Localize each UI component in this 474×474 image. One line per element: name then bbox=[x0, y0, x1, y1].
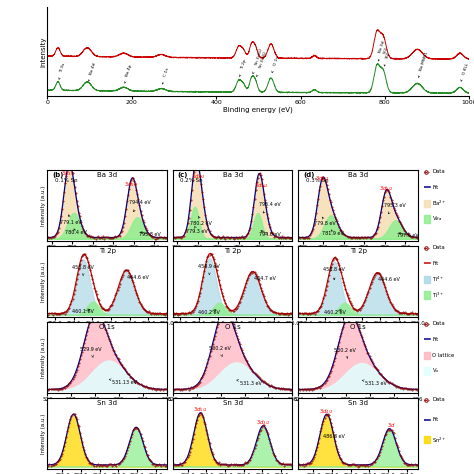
Text: Sn 3d$_{3/2}$: Sn 3d$_{3/2}$ bbox=[256, 50, 270, 77]
Text: 530.2 eV: 530.2 eV bbox=[209, 346, 230, 356]
Text: $3d$: $3d$ bbox=[387, 421, 396, 429]
Text: Sn 3d: Sn 3d bbox=[223, 400, 243, 406]
Text: 781.9 eV: 781.9 eV bbox=[322, 230, 344, 236]
Text: Ba$^{2+}$: Ba$^{2+}$ bbox=[432, 199, 447, 208]
Text: 458.9 eV: 458.9 eV bbox=[198, 264, 220, 275]
Text: 458.8 eV: 458.8 eV bbox=[323, 267, 345, 280]
Text: Data: Data bbox=[432, 321, 445, 326]
Text: Fit: Fit bbox=[432, 185, 438, 190]
Text: 531.3 eV: 531.3 eV bbox=[362, 380, 387, 386]
Text: $3d_{4/2}$: $3d_{4/2}$ bbox=[319, 408, 334, 416]
Bar bbox=[424, 367, 430, 374]
Text: $3d_{3/2}$: $3d_{3/2}$ bbox=[61, 170, 75, 178]
Text: 0.1% Sn: 0.1% Sn bbox=[55, 178, 77, 183]
Text: Ba 3d: Ba 3d bbox=[97, 172, 117, 178]
Text: 464.6 eV: 464.6 eV bbox=[378, 277, 400, 282]
Text: 464.7 eV: 464.7 eV bbox=[254, 276, 275, 281]
Text: Fit: Fit bbox=[432, 261, 438, 266]
Bar bbox=[424, 292, 430, 299]
X-axis label: Binding energy (eV): Binding energy (eV) bbox=[223, 106, 293, 113]
Text: 797.6 eV: 797.6 eV bbox=[397, 232, 419, 237]
Text: 531.13 eV: 531.13 eV bbox=[109, 379, 137, 385]
Text: C 1s: C 1s bbox=[162, 68, 170, 84]
Text: 780.4 eV: 780.4 eV bbox=[64, 229, 87, 235]
Text: Fit: Fit bbox=[432, 337, 438, 342]
Bar bbox=[424, 276, 430, 283]
Text: $3d_{3/2}$: $3d_{3/2}$ bbox=[191, 173, 206, 181]
Text: Data: Data bbox=[432, 169, 445, 174]
Y-axis label: Intensity (a.u.): Intensity (a.u.) bbox=[41, 185, 46, 226]
Text: Ti 2p: Ti 2p bbox=[99, 248, 116, 254]
Text: 0.3% Sn: 0.3% Sn bbox=[306, 178, 328, 183]
Text: $3d_{3/2}$: $3d_{3/2}$ bbox=[315, 175, 329, 183]
Text: $3d_{5/2}$: $3d_{5/2}$ bbox=[254, 182, 268, 191]
Text: (d): (d) bbox=[303, 172, 315, 178]
Text: 795.8 eV: 795.8 eV bbox=[139, 232, 161, 237]
Text: O KLL: O KLL bbox=[461, 62, 469, 82]
Text: 460.2 eV: 460.2 eV bbox=[198, 310, 220, 315]
Text: O 1s: O 1s bbox=[350, 324, 366, 330]
Text: O lattice: O lattice bbox=[432, 353, 454, 358]
Text: 460.1 eV: 460.1 eV bbox=[72, 309, 94, 314]
Text: Ba 3d
5/2: Ba 3d 5/2 bbox=[378, 40, 391, 61]
Text: 460.2 eV: 460.2 eV bbox=[324, 310, 346, 315]
Text: Ti$^{4+}$: Ti$^{4+}$ bbox=[432, 274, 445, 284]
Text: Ti 2p: Ti 2p bbox=[224, 248, 241, 254]
Text: O 1s: O 1s bbox=[225, 324, 240, 330]
Text: 530.2 eV: 530.2 eV bbox=[334, 348, 356, 359]
Bar bbox=[424, 352, 430, 359]
Text: Ba MNN1: Ba MNN1 bbox=[418, 51, 429, 78]
Text: $3d_{5/2}$: $3d_{5/2}$ bbox=[193, 406, 208, 414]
Text: V$_{Ba}$: V$_{Ba}$ bbox=[432, 215, 442, 223]
Text: Ti 2p: Ti 2p bbox=[239, 59, 247, 77]
Text: Sn 3d$_{5/2}$: Sn 3d$_{5/2}$ bbox=[253, 47, 266, 74]
Text: $3d_{5/2}$: $3d_{5/2}$ bbox=[379, 184, 393, 193]
Text: Ba 4p: Ba 4p bbox=[125, 64, 133, 83]
Text: Fit: Fit bbox=[432, 417, 438, 422]
Text: 3/2: 3/2 bbox=[384, 52, 391, 66]
Text: Ti$^{3+}$: Ti$^{3+}$ bbox=[432, 291, 445, 300]
Text: 795.3 eV: 795.3 eV bbox=[384, 203, 406, 214]
Text: (b): (b) bbox=[52, 172, 64, 178]
Text: Ba 3d: Ba 3d bbox=[223, 172, 243, 178]
Text: 779.3 eV: 779.3 eV bbox=[186, 226, 208, 234]
Text: 795.4 eV: 795.4 eV bbox=[259, 202, 281, 213]
Text: 464.6 eV: 464.6 eV bbox=[128, 275, 149, 280]
Text: (c): (c) bbox=[178, 172, 188, 178]
Bar bbox=[424, 200, 430, 207]
Text: Ba 3d: Ba 3d bbox=[348, 172, 368, 178]
Text: V$_o$: V$_o$ bbox=[432, 366, 440, 375]
Text: Data: Data bbox=[432, 245, 445, 250]
Bar bbox=[424, 436, 430, 444]
Text: 794.6 eV: 794.6 eV bbox=[259, 230, 281, 237]
Text: $3d_{5/2}$: $3d_{5/2}$ bbox=[124, 180, 138, 189]
Text: $3d_{3/2}$: $3d_{3/2}$ bbox=[256, 419, 270, 427]
Text: 779.8 eV: 779.8 eV bbox=[314, 217, 336, 226]
Text: 458.8 eV: 458.8 eV bbox=[72, 265, 94, 276]
Y-axis label: Intensity (a.u.): Intensity (a.u.) bbox=[41, 337, 46, 378]
Text: Sn 3d: Sn 3d bbox=[97, 400, 117, 406]
Y-axis label: Intensity (a.u.): Intensity (a.u.) bbox=[41, 261, 46, 301]
Text: Ti 3s: Ti 3s bbox=[59, 62, 66, 80]
Bar bbox=[424, 216, 430, 223]
Text: 779.1 eV: 779.1 eV bbox=[60, 215, 82, 225]
Y-axis label: Intensity (a.u.): Intensity (a.u.) bbox=[41, 413, 46, 454]
Text: O 1s: O 1s bbox=[272, 56, 280, 73]
Text: O 1s: O 1s bbox=[99, 324, 115, 330]
Text: Data: Data bbox=[432, 397, 445, 402]
Text: Ba 4d: Ba 4d bbox=[88, 62, 97, 82]
Text: Ti 2p: Ti 2p bbox=[350, 248, 366, 254]
Text: Sn 3d: Sn 3d bbox=[348, 400, 368, 406]
Y-axis label: Intensity: Intensity bbox=[40, 36, 46, 67]
Text: 486.8 eV: 486.8 eV bbox=[323, 434, 345, 439]
Text: Sn$^{2+}$: Sn$^{2+}$ bbox=[432, 435, 447, 445]
Text: 531.3 eV: 531.3 eV bbox=[237, 380, 262, 385]
Text: 780.2 eV: 780.2 eV bbox=[190, 217, 212, 226]
Text: 794.4 eV: 794.4 eV bbox=[129, 200, 151, 212]
Text: 529.9 eV: 529.9 eV bbox=[80, 347, 101, 357]
Text: 0.2% Sn: 0.2% Sn bbox=[180, 178, 203, 183]
